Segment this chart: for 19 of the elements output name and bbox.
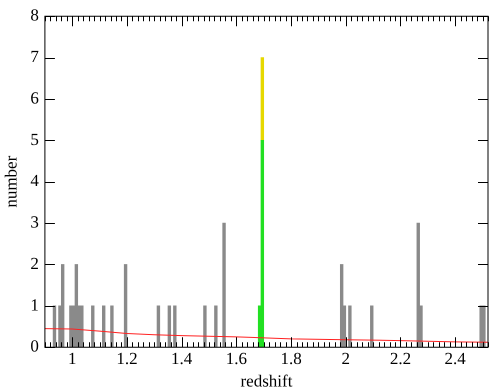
x-tick-label: 1 bbox=[68, 348, 76, 368]
x-tick-label: 1.2 bbox=[116, 348, 138, 368]
y-tick-label: 0 bbox=[30, 336, 39, 356]
y-tick-label: 5 bbox=[30, 130, 39, 149]
y-tick-label: 6 bbox=[30, 88, 39, 108]
x-tick-label: 1.8 bbox=[280, 348, 302, 368]
y-tick-label: 4 bbox=[30, 171, 40, 190]
y-tick-label: 3 bbox=[30, 212, 39, 232]
x-tick-label: 2.4 bbox=[444, 348, 466, 368]
x-tick-label: 2.2 bbox=[390, 348, 412, 368]
x-tick-label: 1.6 bbox=[226, 348, 247, 368]
y-axis-title: number bbox=[2, 155, 21, 208]
y-tick-label: 7 bbox=[30, 47, 40, 66]
y-tick-label: 1 bbox=[30, 295, 39, 314]
y-tick-label: 8 bbox=[30, 6, 39, 25]
y-tick-label: 2 bbox=[30, 254, 39, 273]
x-tick-label: 1.4 bbox=[171, 348, 193, 368]
x-tick-label: 2 bbox=[342, 348, 350, 368]
x-axis-title: redshift bbox=[240, 371, 293, 390]
